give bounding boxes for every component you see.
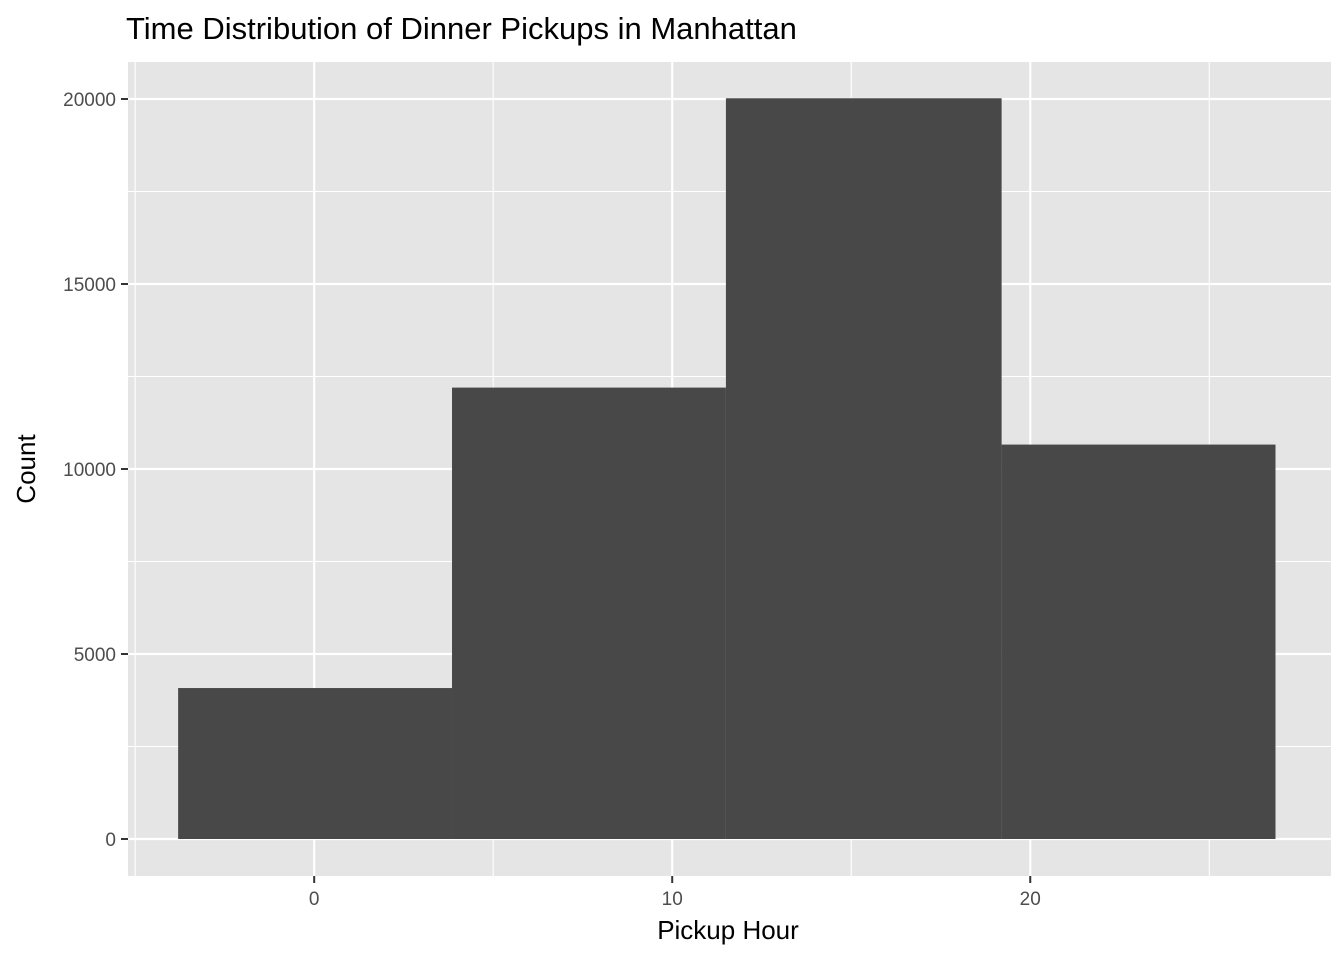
x-tick-label: 20	[1020, 889, 1041, 910]
y-tick-label: 15000	[63, 275, 116, 296]
histogram-bar-4	[1001, 444, 1276, 839]
y-tick-label: 5000	[74, 645, 116, 666]
x-axis-title: Pickup Hour	[657, 915, 799, 945]
histogram-bar-3	[725, 98, 1002, 839]
x-axis: 0 10 20	[309, 876, 1041, 910]
y-axis-title: Count	[11, 434, 41, 504]
y-tick-label: 20000	[63, 90, 116, 111]
histogram-bars	[178, 98, 1276, 839]
x-tick-label: 10	[662, 889, 683, 910]
histogram-bar-2	[452, 387, 726, 839]
histogram-bar-1	[178, 688, 453, 839]
y-tick-label: 10000	[63, 460, 116, 481]
x-tick-label: 0	[309, 889, 320, 910]
chart-title: Time Distribution of Dinner Pickups in M…	[126, 11, 797, 46]
y-tick-label: 0	[105, 830, 116, 851]
y-axis: 0 5000 10000 15000 20000	[63, 90, 128, 851]
